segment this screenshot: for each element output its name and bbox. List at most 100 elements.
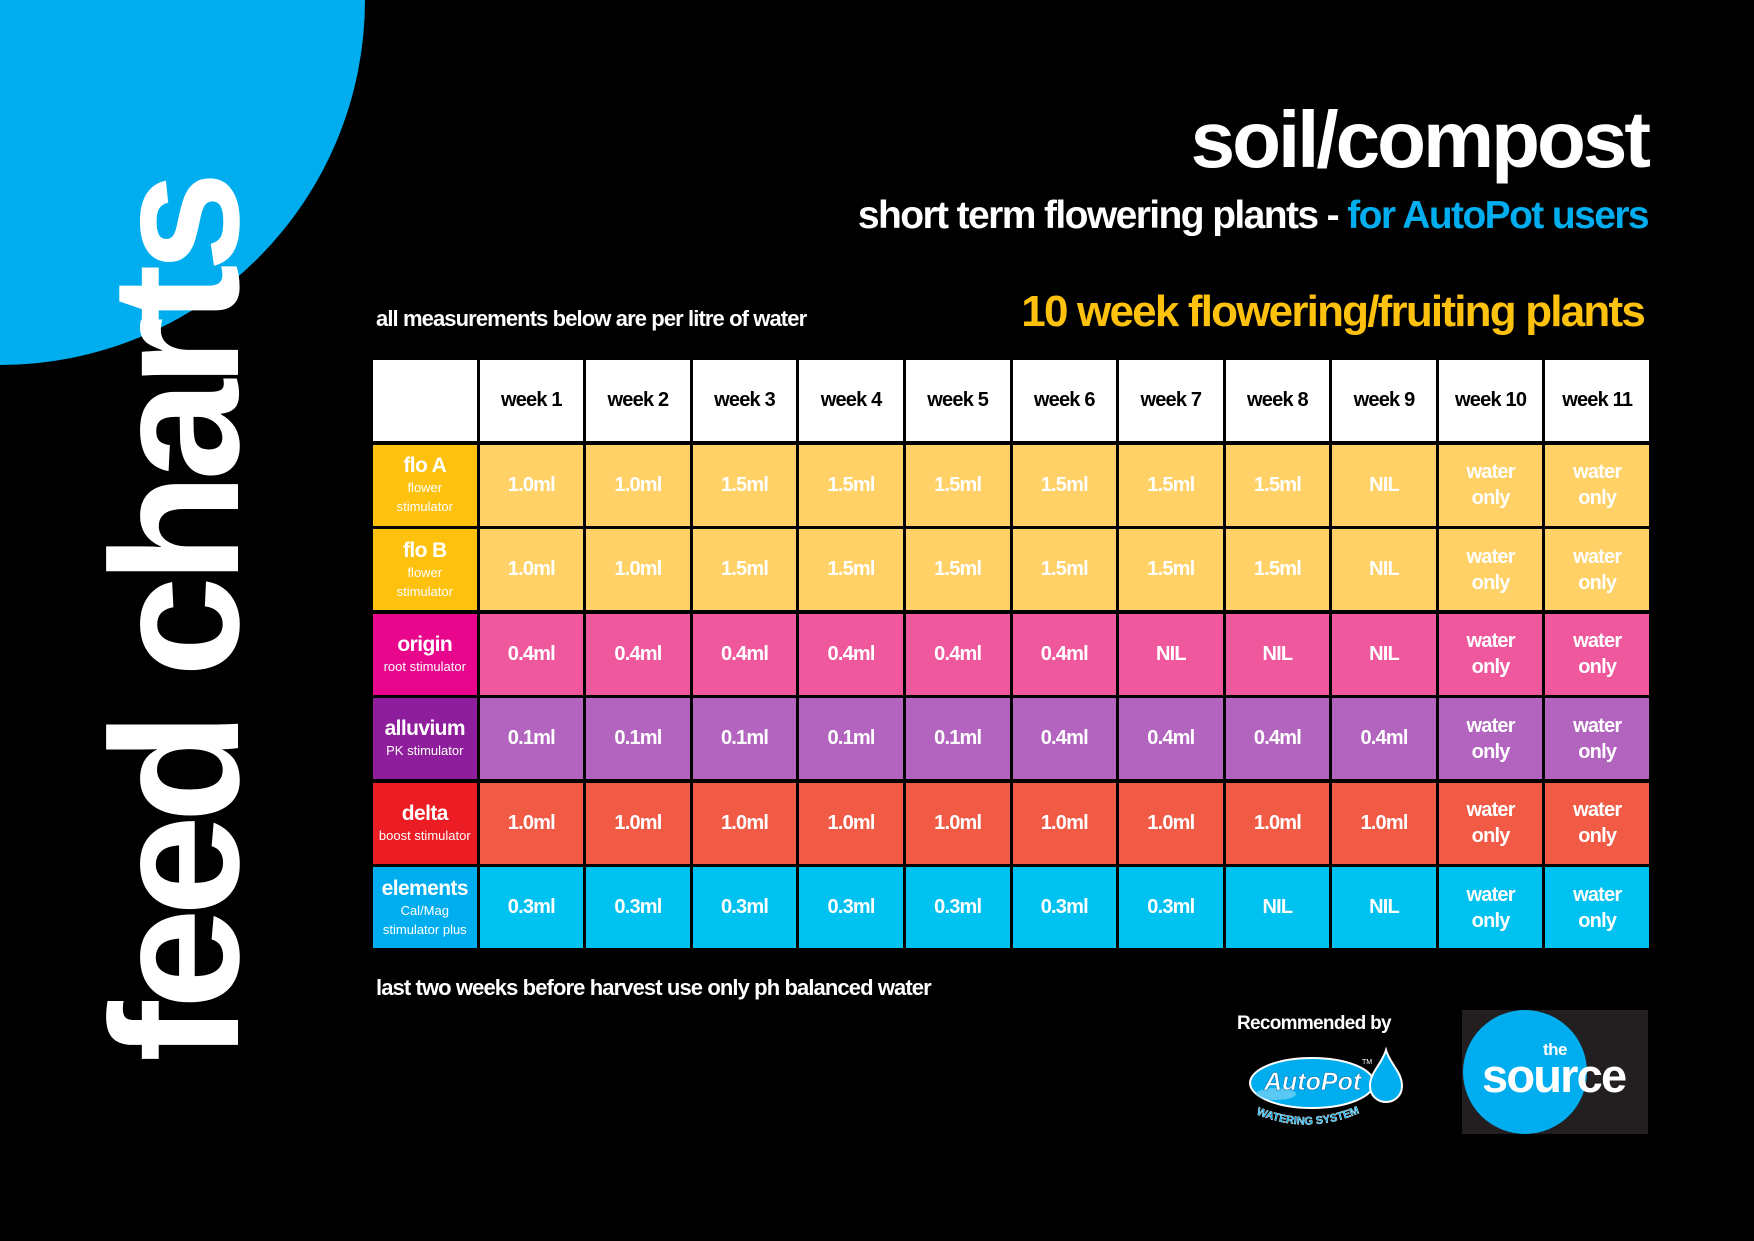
product-description: boost stimulator xyxy=(378,827,471,843)
dose-cell: 1.0ml xyxy=(905,782,1010,864)
dose-cell: 1.0ml xyxy=(479,529,584,610)
dose-cell: 1.5ml xyxy=(1012,444,1117,526)
autopot-tm: TM xyxy=(1362,1059,1372,1066)
dose-cell: water only xyxy=(1545,444,1649,526)
dose-cell: 0.3ml xyxy=(905,867,1010,948)
column-header-week-7: week 7 xyxy=(1119,360,1223,441)
column-header-week-5: week 5 xyxy=(905,360,1010,441)
dose-cell: 1.5ml xyxy=(692,529,797,610)
dose-cell: 1.5ml xyxy=(1119,529,1223,610)
dose-cell: 1.0ml xyxy=(1225,782,1330,864)
column-header-week-10: week 10 xyxy=(1438,360,1543,441)
dose-cell: 1.5ml xyxy=(1225,529,1330,610)
dose-cell: 1.0ml xyxy=(1012,782,1117,864)
product-description: PK stimulator xyxy=(386,743,464,758)
dose-cell: 0.1ml xyxy=(479,698,584,779)
column-header-week-1: week 1 xyxy=(479,360,584,441)
the-source-logo: the source xyxy=(1462,1010,1648,1134)
dose-cell: 0.4ml xyxy=(799,613,903,695)
row-label-delta: delta boost stimulator xyxy=(373,782,477,864)
dose-cell: 1.5ml xyxy=(1012,529,1117,610)
programme-title: 10 week flowering/fruiting plants xyxy=(1021,287,1646,336)
column-header-week-6: week 6 xyxy=(1012,360,1117,441)
column-header-week-8: week 8 xyxy=(1225,360,1330,441)
dose-cell: 0.1ml xyxy=(586,698,690,779)
dose-cell: 1.0ml xyxy=(479,782,584,864)
subtitle-main: short term flowering plants - xyxy=(857,194,1348,237)
dose-cell: NIL xyxy=(1332,444,1436,526)
dose-cell: water only xyxy=(1438,782,1543,864)
product-name: delta xyxy=(401,801,449,825)
dose-cell: 0.4ml xyxy=(1012,698,1117,779)
row-label-origin: origin root stimulator xyxy=(373,613,477,695)
header-corner-cell xyxy=(373,360,477,441)
product-name: flo A xyxy=(403,454,447,477)
dose-cell: 1.0ml xyxy=(799,782,903,864)
harvest-note: last two weeks before harvest use only p… xyxy=(376,975,932,1000)
product-name: alluvium xyxy=(384,717,466,740)
page-title: soil/compost xyxy=(1190,95,1651,184)
dose-cell: water only xyxy=(1438,613,1543,695)
dose-cell: 0.4ml xyxy=(1119,698,1223,779)
product-description: flower stimulator xyxy=(396,564,453,599)
dose-cell: 0.4ml xyxy=(479,613,584,695)
dose-cell: 1.5ml xyxy=(905,444,1010,526)
dose-cell: 0.1ml xyxy=(905,698,1010,779)
dose-cell: NIL xyxy=(1332,867,1436,948)
column-header-week-2: week 2 xyxy=(586,360,690,441)
dose-cell: 1.0ml xyxy=(692,782,797,864)
dose-cell: NIL xyxy=(1119,613,1223,695)
row-label-alluvium: alluvium PK stimulator xyxy=(373,698,477,779)
autopot-logo: AutoPot TM WATERING SYSTEMS xyxy=(1246,1046,1404,1128)
dose-cell: water only xyxy=(1438,529,1543,610)
dose-cell: water only xyxy=(1545,867,1649,948)
dose-cell: 0.1ml xyxy=(799,698,903,779)
column-header-week-9: week 9 xyxy=(1332,360,1436,441)
dose-cell: 0.3ml xyxy=(479,867,584,948)
dose-cell: 1.5ml xyxy=(1225,444,1330,526)
dose-cell: NIL xyxy=(1225,613,1330,695)
row-label-elements: elements Cal/Mag stimulator plus xyxy=(373,867,477,948)
product-name: elements xyxy=(381,876,469,900)
dose-cell: 0.4ml xyxy=(1012,613,1117,695)
dose-cell: 1.5ml xyxy=(905,529,1010,610)
dose-cell: 0.3ml xyxy=(799,867,903,948)
dose-cell: 1.5ml xyxy=(1119,444,1223,526)
dose-cell: 1.0ml xyxy=(586,782,690,864)
dose-cell: water only xyxy=(1438,698,1543,779)
feed-chart-table: week 1 week 2 week 3 week 4 week 5 week 6 week… xyxy=(373,360,1649,948)
recommended-by-label: Recommended by xyxy=(1237,1013,1392,1034)
column-header-week-3: week 3 xyxy=(692,360,797,441)
dose-cell: 1.5ml xyxy=(799,529,903,610)
dose-cell: 0.1ml xyxy=(692,698,797,779)
dose-cell: 0.4ml xyxy=(586,613,690,695)
dose-cell: 1.0ml xyxy=(586,444,690,526)
product-description: root stimulator xyxy=(383,658,466,674)
dose-cell: 1.0ml xyxy=(1119,782,1223,864)
dose-cell: 0.3ml xyxy=(692,867,797,948)
dose-cell: 0.3ml xyxy=(586,867,690,948)
dose-cell: water only xyxy=(1545,782,1649,864)
dose-cell: 0.4ml xyxy=(1225,698,1330,779)
dose-cell: NIL xyxy=(1332,529,1436,610)
dose-cell: water only xyxy=(1545,698,1649,779)
source-logo-word: source xyxy=(1482,1049,1627,1102)
page-subtitle: short term flowering plants - for AutoPo… xyxy=(857,194,1650,238)
dose-cell: water only xyxy=(1545,613,1649,695)
product-name: origin xyxy=(397,632,453,656)
feed-charts-vertical-title: feed charts xyxy=(73,178,277,1062)
product-name: flo B xyxy=(402,538,447,562)
dose-cell: 0.4ml xyxy=(1332,698,1436,779)
dose-cell: 1.0ml xyxy=(586,529,690,610)
column-header-week-11: week 11 xyxy=(1545,360,1649,441)
product-description: Cal/Mag stimulator plus xyxy=(382,902,467,937)
row-label-flo-a: flo A flower stimulator xyxy=(373,444,477,526)
dose-cell: 1.0ml xyxy=(1332,782,1436,864)
dose-cell: 1.0ml xyxy=(479,444,584,526)
dose-cell: 0.4ml xyxy=(692,613,797,695)
subtitle-accent: for AutoPot users xyxy=(1347,194,1649,237)
dose-cell: 1.5ml xyxy=(692,444,797,526)
dose-cell: 0.3ml xyxy=(1119,867,1223,948)
dose-cell: water only xyxy=(1545,529,1649,610)
